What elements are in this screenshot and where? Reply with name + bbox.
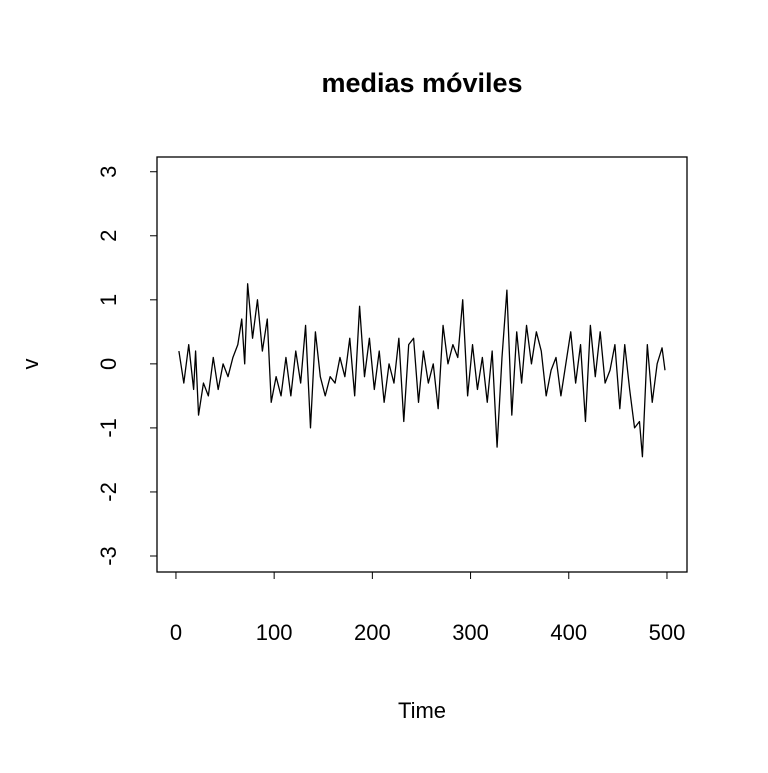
x-tick-label: 400 (550, 620, 587, 645)
chart-title: medias móviles (321, 68, 522, 98)
y-tick-label: -2 (96, 482, 121, 502)
x-tick-label: 500 (649, 620, 686, 645)
y-axis-label: v (18, 359, 43, 370)
x-axis-label: Time (398, 698, 446, 723)
x-tick-label: 0 (170, 620, 182, 645)
series-line (178, 283, 666, 458)
y-tick-label: -1 (96, 418, 121, 438)
y-tick-label: 0 (96, 358, 121, 370)
y-tick-label: 1 (96, 294, 121, 306)
y-tick-label: 2 (96, 230, 121, 242)
y-tick-label: 3 (96, 166, 121, 178)
y-tick-label: -3 (96, 546, 121, 566)
x-tick-label: 100 (256, 620, 293, 645)
x-tick-label: 200 (354, 620, 391, 645)
x-tick-label: 300 (452, 620, 489, 645)
